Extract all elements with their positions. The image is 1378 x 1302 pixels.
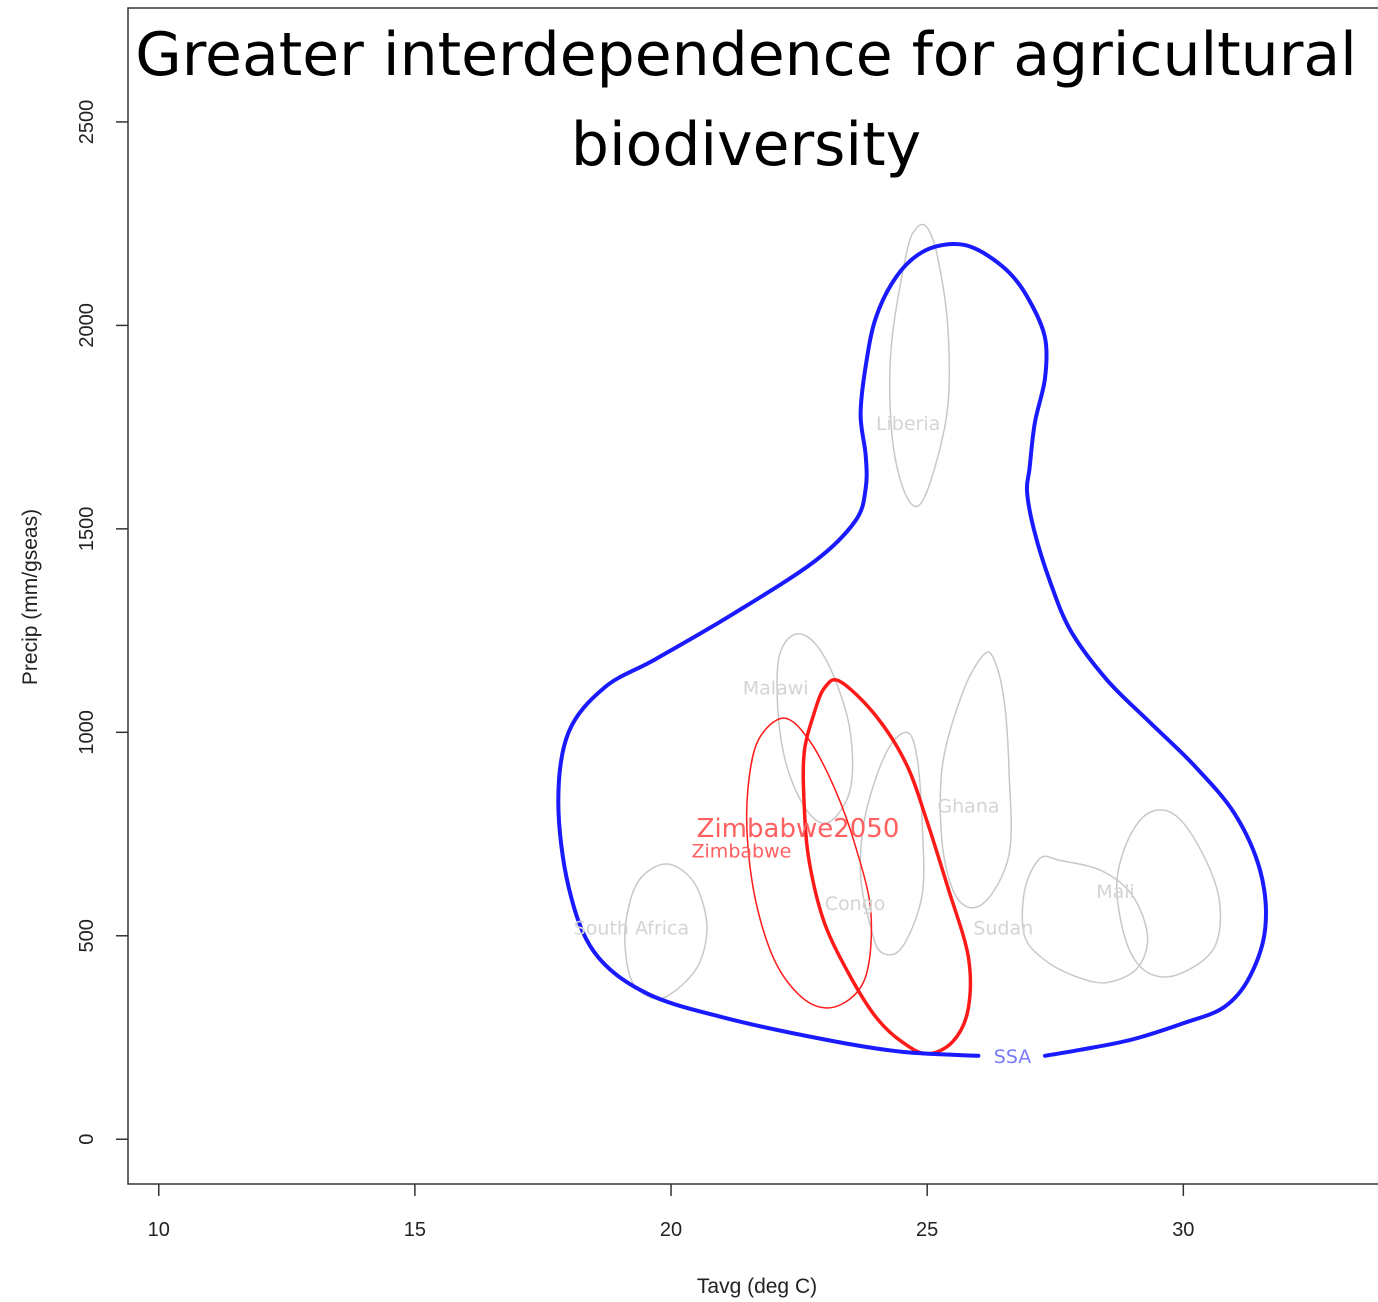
x-tick-label: 10 [148, 1219, 170, 1241]
x-tick-label: 30 [1172, 1219, 1194, 1241]
x-tick-label: 25 [916, 1219, 938, 1241]
chart-title-line-1: Greater interdependence for agricultural [135, 20, 1357, 90]
contour-liberia [888, 223, 951, 508]
contour-ssa [556, 241, 1268, 1058]
axis-ticks: 10 15 20 25 30 0 500 1000 1500 2000 2500 [76, 100, 1194, 1241]
chart-title-line-2: biodiversity [571, 110, 921, 180]
label-zimbabwe: Zimbabwe [692, 840, 792, 862]
label-sudan: Sudan [973, 918, 1033, 940]
label-mali: Mali [1096, 881, 1135, 903]
contour-south-africa [624, 863, 708, 1000]
y-tick-label: 1500 [76, 507, 98, 552]
label-malawi: Malawi [743, 678, 809, 700]
x-tick-label: 15 [404, 1219, 426, 1241]
y-tick-label: 1000 [76, 710, 98, 755]
label-ghana: Ghana [937, 796, 999, 818]
y-tick-label: 2500 [76, 100, 98, 145]
x-tick-label: 20 [660, 1219, 682, 1241]
label-congo: Congo [825, 893, 886, 915]
label-zimbabwe2050: Zimbabwe2050 [697, 814, 900, 844]
region-labels: Liberia Malawi Ghana Congo South Africa Sudan… [574, 413, 1135, 1068]
contour-sudan [1021, 855, 1149, 984]
contour-layer [556, 223, 1268, 1058]
contour-malawi [776, 632, 854, 825]
contour-zimbabwe2050 [801, 677, 973, 1056]
y-tick-label: 2000 [76, 303, 98, 348]
label-liberia: Liberia [876, 413, 940, 435]
contour-mali [1115, 809, 1222, 978]
y-tick-label: 0 [76, 1134, 98, 1145]
y-axis-label: Precip (mm/gseas) [19, 509, 42, 685]
x-axis-label: Tavg (deg C) [697, 1275, 817, 1298]
plot-frame [127, 7, 1378, 1185]
contour-zimbabwe [745, 717, 873, 1009]
y-tick-label: 500 [76, 919, 98, 952]
contour-ghana [939, 651, 1012, 909]
label-ssa: SSA [994, 1046, 1031, 1068]
label-south-africa: South Africa [574, 918, 689, 940]
